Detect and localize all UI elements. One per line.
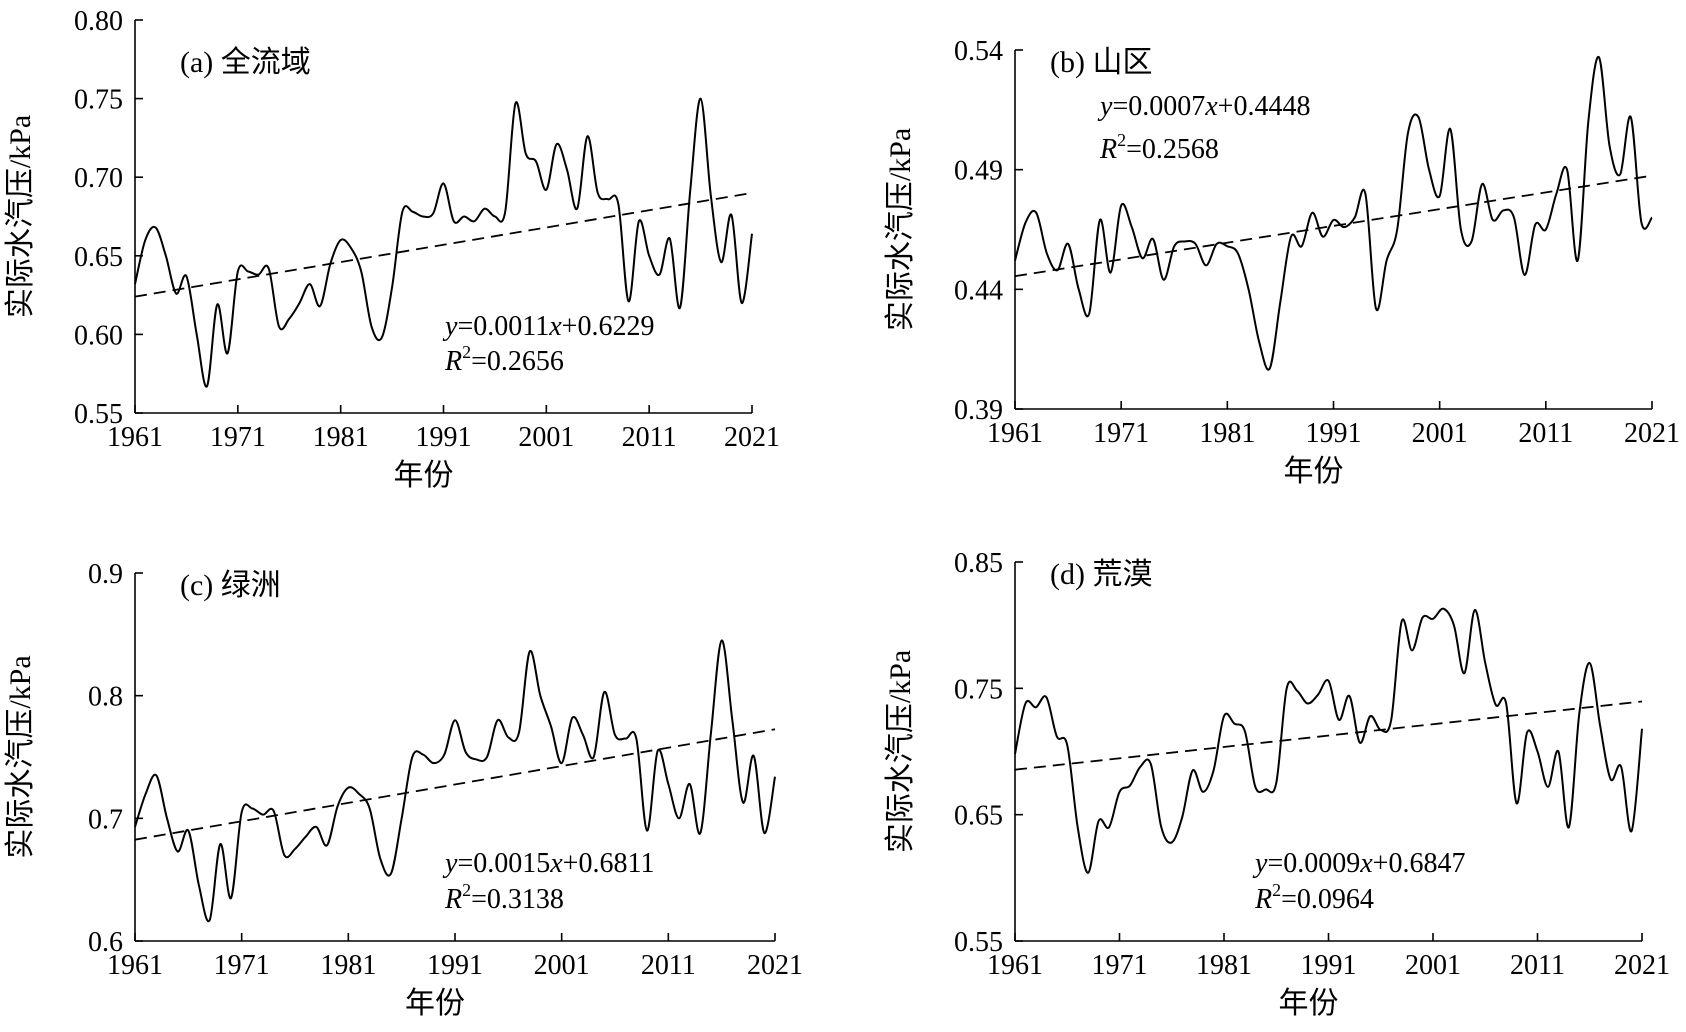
x-tick-label: 1961	[987, 418, 1043, 449]
vapor-pressure-series	[134, 97, 753, 388]
x-tick-label: 1981	[313, 422, 369, 453]
x-tick-label: 2001	[518, 422, 574, 453]
x-tick-label: 2011	[1518, 418, 1573, 449]
y-tick-label: 0.70	[74, 163, 123, 194]
y-tick-label: 0.8	[88, 682, 123, 713]
y-tick-label: 0.65	[74, 242, 123, 273]
x-tick-label: 1991	[1301, 950, 1357, 981]
y-tick-label: 0.54	[954, 36, 1003, 67]
y-tick-label: 0.55	[74, 399, 123, 430]
panels: 0.55 0.60 0.65 0.70 0.75 0.80 1961 1971 1981 1991…	[4, 6, 1680, 1020]
trend-line	[1014, 174, 1653, 278]
trend-line	[134, 728, 776, 841]
x-tick-label: 2021	[1614, 950, 1670, 981]
y-tick-label: 0.49	[954, 156, 1003, 187]
y-axis-title: 实际水汽压/kPa	[4, 115, 37, 318]
y-axis-title: 实际水汽压/kPa	[884, 128, 917, 331]
regression-equation: y=0.0011x+0.6229	[442, 311, 654, 342]
y-axis-title: 实际水汽压/kPa	[884, 650, 917, 853]
x-tick-label: 1981	[1199, 418, 1255, 449]
panel-title: (a) 全流域	[180, 46, 311, 79]
x-tick-label: 2001	[1412, 418, 1468, 449]
y-tick-label: 0.6	[88, 927, 123, 958]
x-tick-label: 2001	[534, 950, 590, 981]
regression-equation: y=0.0007x+0.4448	[1097, 91, 1310, 122]
x-tick-label: 1991	[427, 950, 483, 981]
x-axis-title: 年份	[394, 459, 454, 492]
y-tick-label: 0.39	[954, 395, 1003, 426]
y-tick-label: 0.85	[954, 548, 1003, 579]
y-tick-label: 0.80	[74, 6, 123, 37]
r-squared-label: R2=0.2568	[1099, 130, 1219, 165]
x-tick-label: 2021	[1624, 418, 1680, 449]
x-tick-label: 1981	[320, 950, 376, 981]
x-tick-label: 1991	[416, 422, 472, 453]
y-tick-label: 0.7	[88, 804, 123, 835]
y-tick-label: 0.9	[88, 559, 123, 590]
y-tick-label: 0.55	[954, 927, 1003, 958]
r-squared-label: R2=0.2656	[444, 342, 564, 377]
x-tick-label: 1971	[214, 950, 270, 981]
x-tick-label: 2001	[1405, 950, 1461, 981]
vapor-pressure-series	[1014, 607, 1643, 874]
y-tick-label: 0.75	[74, 85, 123, 116]
x-tick-label: 2021	[724, 422, 780, 453]
r-squared-label: R2=0.3138	[444, 880, 564, 915]
vapor-pressure-series	[134, 639, 776, 923]
panel-title: (d) 荒漠	[1050, 558, 1152, 591]
regression-equation: y=0.0009x+0.6847	[1252, 848, 1465, 879]
x-tick-label: 2021	[747, 950, 803, 981]
x-tick-label: 2011	[641, 950, 696, 981]
r-squared-label: R2=0.0964	[1254, 880, 1374, 915]
y-tick-label: 0.75	[954, 674, 1003, 705]
chart-panel-4: 0.55 0.65 0.75 0.85 1961 1971 1981 1991 2001 2011…	[884, 548, 1670, 1020]
trend-line	[1014, 700, 1643, 771]
y-tick-label: 0.65	[954, 801, 1003, 832]
y-axis-title: 实际水汽压/kPa	[4, 655, 37, 858]
chart-panel-1: 0.55 0.60 0.65 0.70 0.75 0.80 1961 1971 1981 1991…	[4, 6, 780, 492]
y-tick-label: 0.60	[74, 320, 123, 351]
vapor-pressure-series	[1014, 56, 1653, 371]
chart-panel-3: 0.6 0.7 0.8 0.9 1961 1971 1981 1991 2001 2011 2021…	[4, 559, 803, 1020]
x-axis-title: 年份	[405, 987, 465, 1020]
regression-equation: y=0.0015x+0.6811	[442, 848, 654, 879]
x-tick-label: 2011	[1510, 950, 1565, 981]
trend-line	[134, 192, 753, 298]
x-tick-label: 1961	[107, 950, 163, 981]
x-tick-label: 1971	[210, 422, 266, 453]
x-tick-label: 1971	[1092, 950, 1148, 981]
x-tick-label: 1961	[987, 950, 1043, 981]
x-axis-title: 年份	[1279, 987, 1339, 1020]
x-tick-label: 1971	[1093, 418, 1149, 449]
x-tick-label: 2011	[622, 422, 677, 453]
x-tick-label: 1991	[1306, 418, 1362, 449]
x-tick-label: 1981	[1196, 950, 1252, 981]
x-axis-title: 年份	[1284, 455, 1344, 488]
panel-title: (c) 绿洲	[180, 569, 281, 602]
chart-panel-2: 0.39 0.44 0.49 0.54 1961 1971 1981 1991 2001 2011…	[884, 36, 1680, 488]
panel-title: (b) 山区	[1050, 46, 1152, 79]
y-tick-label: 0.44	[954, 275, 1003, 306]
x-tick-label: 1961	[107, 422, 163, 453]
